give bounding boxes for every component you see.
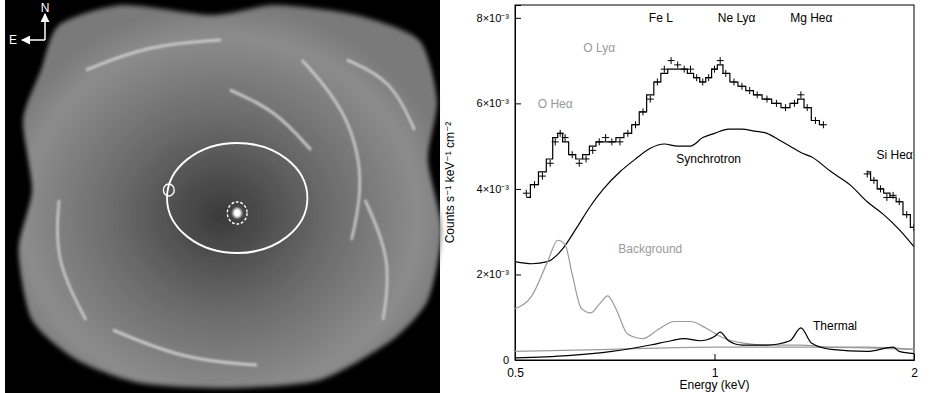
y-axis: 0 2×10⁻³ 4×10⁻³ 6×10⁻³ 8×10⁻³ <box>477 6 521 367</box>
y-tick-label: 8×10⁻³ <box>477 12 510 24</box>
data-point <box>647 96 654 103</box>
xray-image: NE <box>5 0 442 393</box>
y-tick-mark <box>515 360 521 361</box>
y-tick: 4×10⁻³ <box>477 183 521 195</box>
compass: NE <box>9 1 49 47</box>
data-point <box>661 66 668 73</box>
data-point <box>589 147 596 154</box>
data-point <box>883 194 890 201</box>
y-tick-mark <box>515 274 521 275</box>
filament <box>347 60 415 130</box>
y-tick-label: 0 <box>503 354 509 366</box>
annotation: Thermal <box>813 319 857 333</box>
north-arrow <box>44 14 46 40</box>
component-line <box>515 240 914 349</box>
x-tick-mark <box>914 354 915 360</box>
east-arrow <box>22 39 45 41</box>
component-line <box>515 129 914 264</box>
source-circle <box>227 202 247 224</box>
y-tick: 0 <box>503 354 521 366</box>
x-tick-mark <box>715 354 716 360</box>
data-points <box>523 57 914 231</box>
y-tick-label: 6×10⁻³ <box>477 97 510 109</box>
data-point <box>668 57 675 64</box>
y-tick: 6×10⁻³ <box>477 97 521 109</box>
data-point <box>547 160 554 167</box>
x-tick: 2 <box>911 354 918 380</box>
annotation: Mg Heα <box>790 11 832 25</box>
y-tick: 8×10⁻³ <box>477 12 521 24</box>
x-tick-label: 2 <box>911 366 918 380</box>
annotations: O Heα O Lyα Fe L Ne Lyα Mg Heα Si Heα Synchrot… <box>538 11 913 333</box>
annotation: O Lyα <box>583 41 615 55</box>
exclusion-circle <box>163 184 174 196</box>
data-point <box>583 155 590 162</box>
model-line <box>526 65 914 228</box>
spectrum-chart: 0.5 1 2 0 2×10⁻³ 4×10⁻³ 6×10⁻³ 8×10⁻³ Energy (ke… <box>443 5 918 392</box>
annotation: Background <box>618 242 682 256</box>
region-ellipse <box>167 143 307 253</box>
remnant-body <box>19 5 442 388</box>
y-tick-mark <box>515 18 521 19</box>
data-point <box>717 57 724 64</box>
x-tick: 1 <box>712 354 719 380</box>
y-axis-title: Counts s⁻¹ keV⁻¹ cm⁻² <box>443 122 457 244</box>
plot-area <box>515 57 914 358</box>
data-point <box>674 61 681 68</box>
north-label: N <box>41 1 50 15</box>
data-point <box>576 160 583 167</box>
x-axis: 0.5 1 2 <box>507 354 918 380</box>
y-tick: 2×10⁻³ <box>477 268 521 280</box>
y-tick-mark <box>515 103 521 104</box>
annotation: Si Heα <box>877 148 913 162</box>
data-point <box>523 190 530 197</box>
data-point <box>602 134 609 141</box>
annotation: Synchrotron <box>676 152 741 166</box>
data-point <box>539 173 546 180</box>
y-tick-mark <box>515 189 521 190</box>
filament <box>365 200 387 320</box>
east-label: E <box>9 33 17 47</box>
figure: NE0.51202×10⁻³4×10⁻³6×10⁻³8×10⁻³Energy (… <box>0 0 942 393</box>
y-tick-label: 4×10⁻³ <box>477 183 510 195</box>
plot-frame <box>515 5 914 360</box>
x-axis-title: Energy (keV) <box>679 378 749 392</box>
filament <box>230 90 311 150</box>
y-tick-label: 2×10⁻³ <box>477 268 510 280</box>
filament <box>113 330 257 365</box>
annotation: O Heα <box>538 97 573 111</box>
point-source <box>233 208 242 218</box>
filament <box>86 40 221 70</box>
annotation: Ne Lyα <box>718 11 756 25</box>
remnant <box>19 5 442 388</box>
data-point <box>616 138 623 145</box>
filament <box>57 200 86 320</box>
x-tick-label: 0.5 <box>507 366 524 380</box>
data-point <box>797 91 804 98</box>
data-point <box>687 66 694 73</box>
annotation: Fe L <box>649 11 673 25</box>
